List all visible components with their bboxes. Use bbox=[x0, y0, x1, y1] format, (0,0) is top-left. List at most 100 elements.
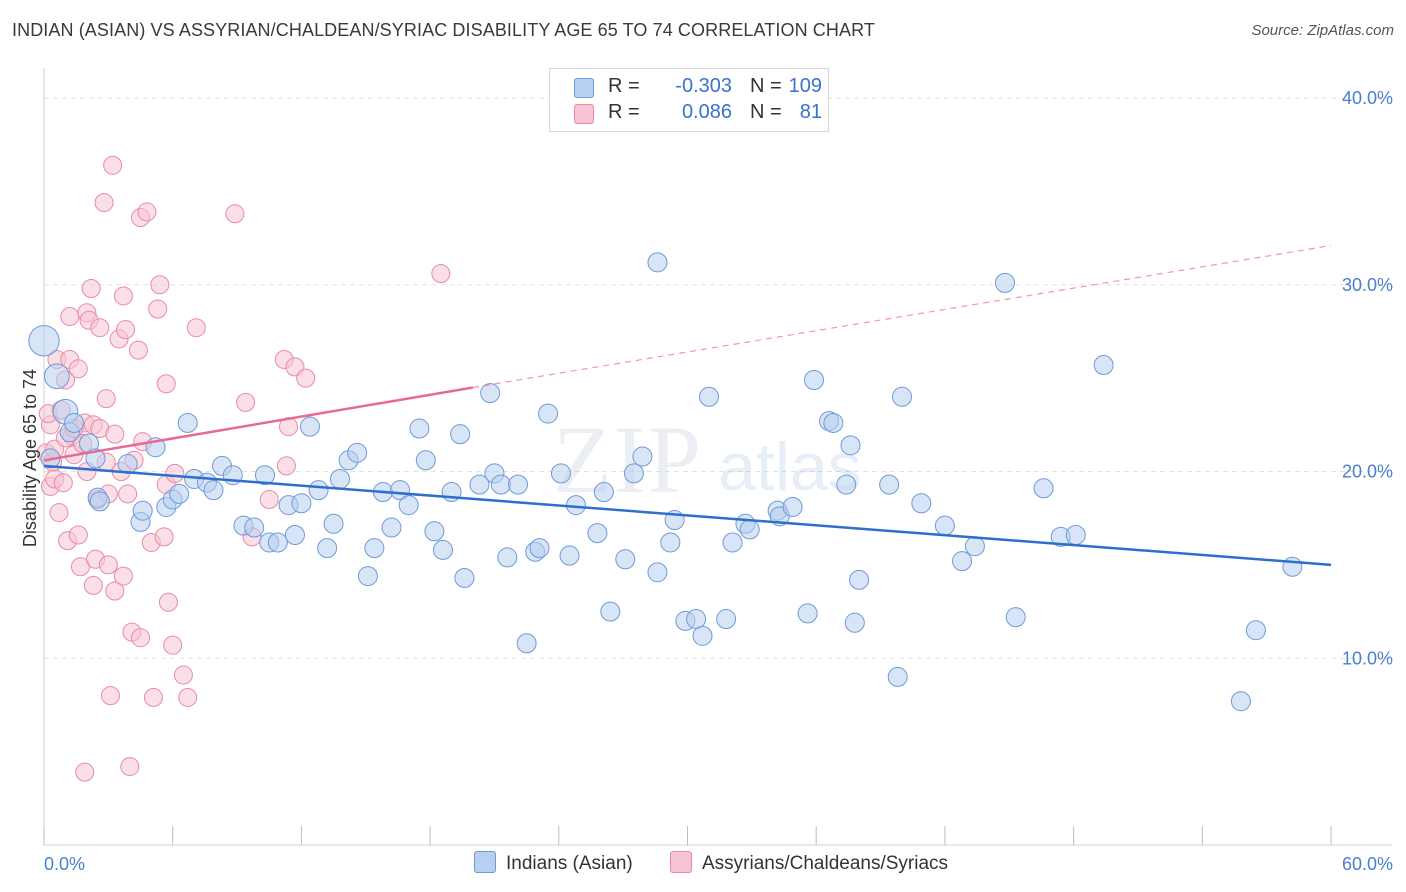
blue-point bbox=[911, 493, 932, 514]
blue-point bbox=[89, 491, 110, 512]
pink-point bbox=[431, 264, 451, 284]
blue-point bbox=[85, 448, 106, 469]
legend-n-label: N = bbox=[750, 75, 782, 97]
blue-point bbox=[450, 424, 471, 445]
stats-legend: R = -0.303 N = 109 R = 0.086 N = 81 bbox=[549, 68, 829, 132]
y-tick-label: 30.0% bbox=[1342, 275, 1393, 295]
blue-point bbox=[529, 538, 550, 559]
y-tick-label: 20.0% bbox=[1342, 462, 1393, 482]
blue-point bbox=[782, 496, 803, 517]
legend-swatch-pink bbox=[670, 851, 692, 873]
blue-point bbox=[132, 500, 153, 521]
blue-point bbox=[716, 609, 737, 630]
blue-point bbox=[28, 325, 60, 357]
y-tick-label: 40.0% bbox=[1342, 88, 1393, 108]
blue-point bbox=[516, 633, 537, 654]
pink-point bbox=[296, 368, 316, 388]
pink-point bbox=[49, 503, 69, 523]
pink-point bbox=[113, 566, 133, 586]
blue-point bbox=[797, 603, 818, 624]
pink-point bbox=[163, 635, 183, 655]
blue-point bbox=[538, 403, 559, 424]
pink-point bbox=[60, 306, 80, 326]
pink-series-points bbox=[36, 155, 451, 782]
blue-point bbox=[323, 513, 344, 534]
blue-point bbox=[698, 386, 719, 407]
legend-swatch-pink bbox=[574, 104, 594, 124]
pink-point bbox=[68, 359, 88, 379]
blue-point bbox=[284, 524, 305, 545]
blue-point bbox=[357, 566, 378, 587]
blue-point bbox=[291, 493, 312, 514]
blue-point bbox=[347, 442, 368, 463]
blue-point bbox=[364, 538, 385, 559]
blue-point bbox=[559, 545, 580, 566]
pink-point bbox=[225, 204, 245, 224]
trend-lines bbox=[43, 244, 1332, 567]
blue-point bbox=[1005, 607, 1026, 628]
pink-point bbox=[94, 193, 114, 213]
pink-point bbox=[53, 473, 73, 493]
blue-point bbox=[849, 569, 870, 590]
blue-series-points bbox=[28, 252, 1303, 712]
grid-lines bbox=[44, 97, 1392, 659]
blue-point bbox=[390, 480, 411, 501]
watermark-atlas: atlas bbox=[718, 429, 862, 505]
blue-point bbox=[254, 465, 275, 486]
pink-point bbox=[81, 278, 101, 298]
blue-trend-line bbox=[43, 464, 1332, 567]
pink-point bbox=[103, 155, 123, 175]
blue-point bbox=[508, 474, 529, 495]
source-label: Source: ZipAtlas.com bbox=[1251, 22, 1394, 39]
blue-point bbox=[994, 272, 1015, 293]
blue-point bbox=[593, 482, 614, 503]
blue-point bbox=[660, 532, 681, 553]
pink-point bbox=[173, 665, 193, 685]
pink-point bbox=[186, 318, 206, 338]
blue-point bbox=[64, 412, 85, 433]
pink-point bbox=[154, 527, 174, 547]
blue-point bbox=[1245, 620, 1266, 641]
blue-point bbox=[804, 369, 825, 390]
blue-point bbox=[469, 474, 490, 495]
pink-point bbox=[178, 687, 198, 707]
pink-point bbox=[276, 456, 296, 476]
blue-point bbox=[308, 480, 329, 501]
pink-point bbox=[120, 757, 140, 777]
legend-n-value: 109 bbox=[788, 75, 822, 97]
blue-point bbox=[317, 538, 338, 559]
pink-point bbox=[158, 592, 178, 612]
legend-r-label: R = bbox=[608, 75, 640, 97]
bottom-legend-blue: Indians (Asian) bbox=[474, 851, 633, 875]
legend-label-pink: Assyrians/Chaldeans/Syriacs bbox=[702, 853, 949, 874]
blue-point bbox=[454, 567, 475, 588]
legend-label-blue: Indians (Asian) bbox=[506, 853, 633, 874]
blue-point bbox=[887, 666, 908, 687]
blue-point bbox=[600, 601, 621, 622]
blue-point bbox=[632, 446, 653, 467]
blue-point bbox=[1230, 691, 1251, 712]
blue-point bbox=[844, 612, 865, 633]
blue-point bbox=[879, 474, 900, 495]
blue-point bbox=[424, 521, 445, 542]
blue-point bbox=[952, 551, 973, 572]
blue-point bbox=[1093, 355, 1114, 376]
blue-point bbox=[1282, 556, 1303, 577]
blue-point bbox=[840, 435, 861, 456]
pink-point bbox=[116, 320, 136, 340]
blue-point bbox=[550, 463, 571, 484]
tick-labels: 10.0% 20.0% 30.0% 40.0% 0.0% 60.0% bbox=[44, 88, 1393, 874]
legend-swatch-blue bbox=[474, 851, 496, 873]
pink-point bbox=[148, 299, 168, 319]
x-tick-label: 60.0% bbox=[1342, 854, 1393, 874]
blue-point bbox=[299, 416, 320, 437]
blue-point bbox=[497, 547, 518, 568]
blue-point bbox=[244, 517, 265, 538]
pink-point bbox=[113, 286, 133, 306]
legend-r-value: -0.303 bbox=[675, 75, 732, 97]
blue-point bbox=[722, 532, 743, 553]
pink-trend-extension bbox=[472, 244, 1332, 389]
pink-point bbox=[143, 687, 163, 707]
pink-point bbox=[236, 392, 256, 412]
pink-point bbox=[75, 762, 95, 782]
